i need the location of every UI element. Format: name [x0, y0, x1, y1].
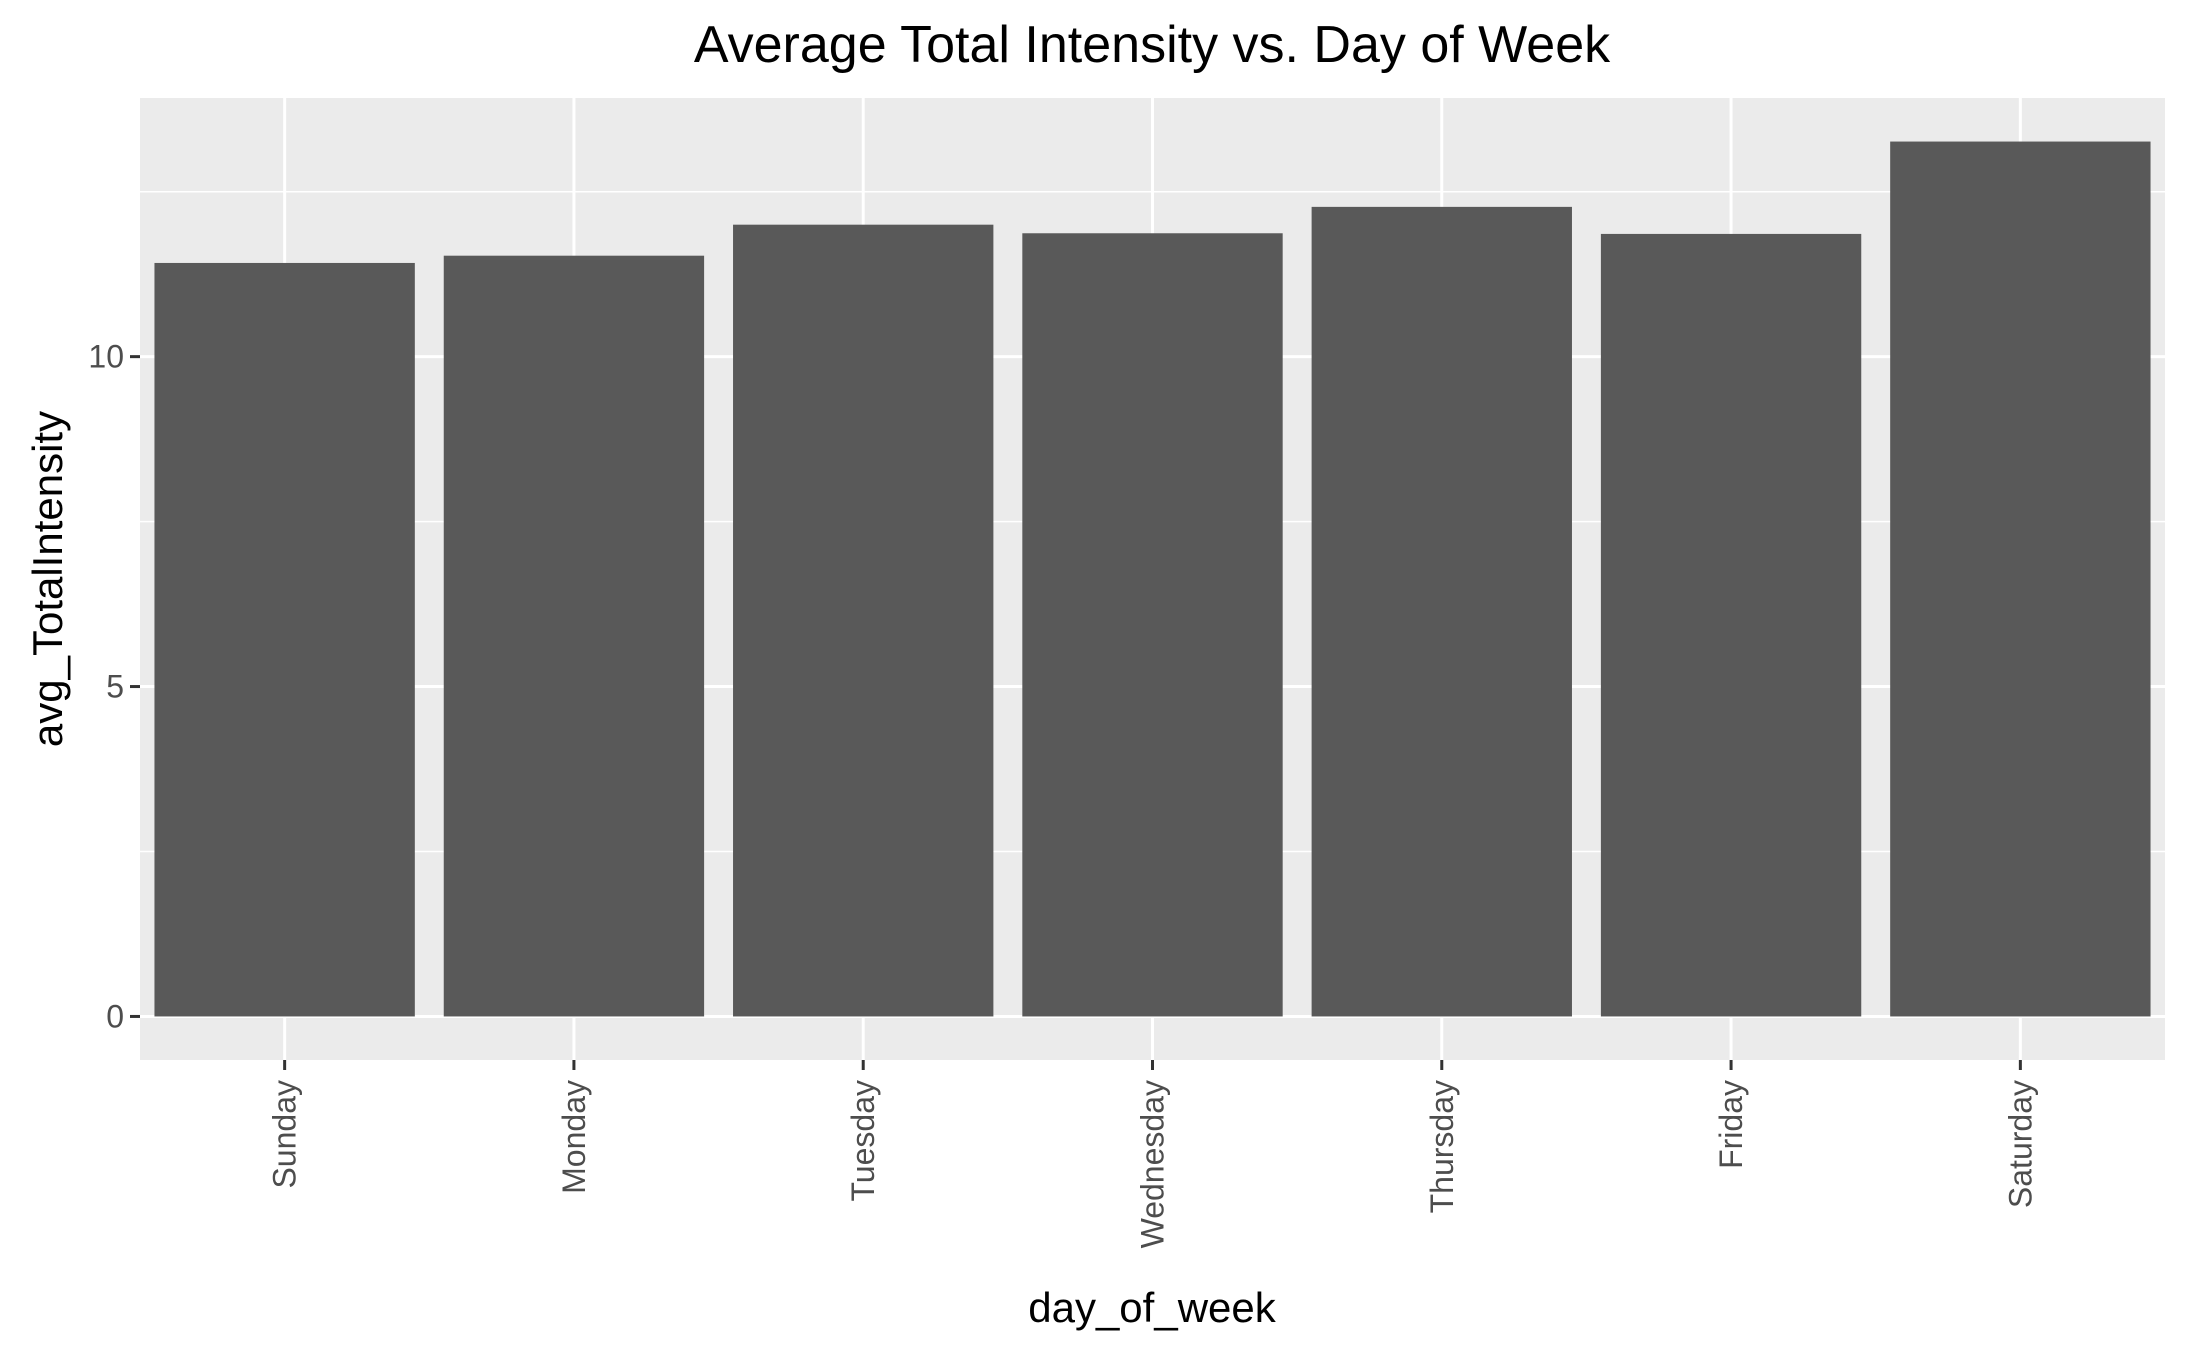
bar-wednesday	[1022, 233, 1283, 1017]
bar-friday	[1600, 233, 1862, 1017]
x-tick-label: Wednesday	[1135, 1080, 1171, 1248]
x-axis: Sunday Monday Tuesday Wednesday Thursday Frid…	[267, 1060, 2038, 1248]
x-tick-label: Sunday	[267, 1080, 303, 1189]
y-axis: 0 5 10	[88, 339, 140, 1034]
bar-monday	[443, 255, 705, 1017]
x-tick-label: Friday	[1713, 1080, 1749, 1169]
bars	[154, 141, 2151, 1017]
x-tick-label: Monday	[556, 1080, 592, 1194]
bar-tuesday	[733, 224, 994, 1017]
y-axis-title: avg_TotalIntensity	[24, 411, 71, 747]
y-tick-label: 10	[88, 339, 124, 375]
x-axis-title: day_of_week	[1028, 1284, 1277, 1331]
bar-saturday	[1890, 141, 2151, 1017]
y-tick-label: 0	[106, 998, 124, 1034]
bar-thursday	[1311, 206, 1572, 1017]
x-tick-label: Thursday	[1424, 1080, 1460, 1213]
x-tick-label: Tuesday	[845, 1080, 881, 1202]
bar-sunday	[154, 262, 415, 1017]
chart-title: Average Total Intensity vs. Day of Week	[694, 16, 1611, 74]
x-tick-label: Saturday	[2002, 1080, 2038, 1208]
y-tick-label: 5	[106, 669, 124, 705]
